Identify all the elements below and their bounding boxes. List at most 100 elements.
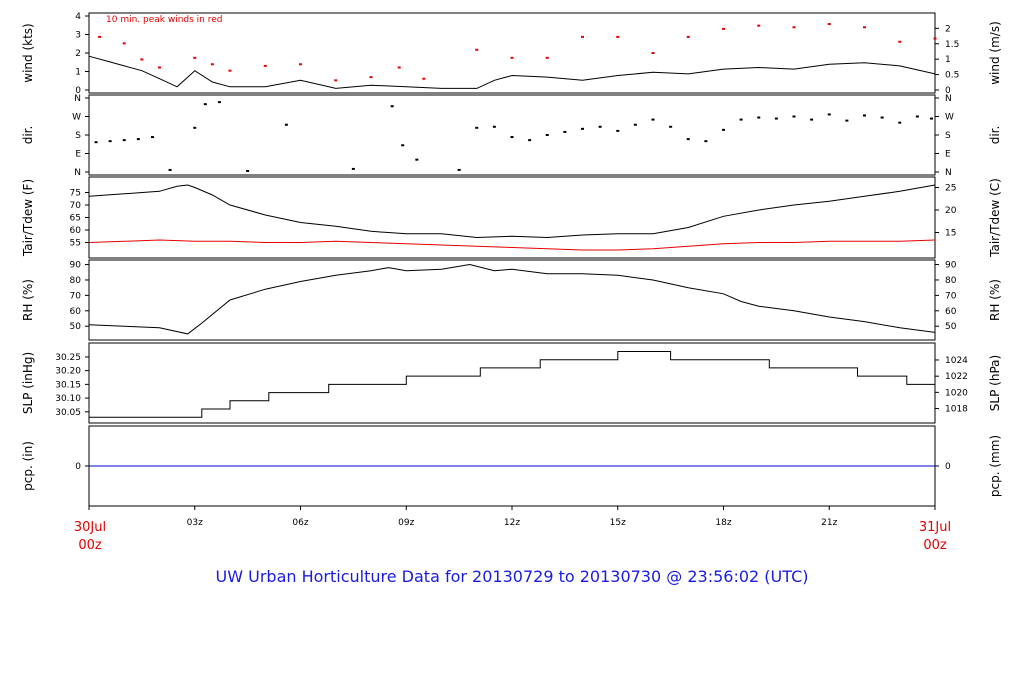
series-line-slp — [89, 351, 935, 418]
peak-wind-point — [722, 27, 725, 30]
right-tick-label: 1018 — [945, 405, 968, 415]
left-axis-title: dir. — [21, 126, 35, 145]
x-tick-label: 12z — [504, 518, 520, 528]
left-tick-label: 0 — [75, 86, 81, 96]
dir-point — [651, 118, 655, 121]
peak-wind-point — [334, 79, 338, 82]
right-axis-title: RH (%) — [988, 279, 1002, 321]
dir-point — [193, 126, 197, 129]
peak-wind-point — [369, 76, 373, 79]
dir-point — [704, 140, 708, 143]
left-tick-label: 80 — [70, 276, 82, 286]
peak-wind-point — [228, 69, 232, 72]
dir-point — [792, 115, 796, 118]
peak-wind-point — [140, 58, 144, 61]
left-axis-title: wind (kts) — [21, 23, 35, 82]
left-axis-title: RH (%) — [21, 279, 35, 321]
left-tick-label: W — [72, 113, 81, 123]
dir-point — [390, 105, 394, 108]
right-tick-label: 1022 — [945, 372, 968, 382]
dir-point — [401, 144, 405, 147]
left-axis-title: SLP (inHg) — [21, 352, 35, 414]
right-axis-title: SLP (hPa) — [988, 355, 1002, 411]
dir-point — [845, 119, 849, 122]
left-tick-label: 3 — [75, 31, 81, 41]
right-tick-label: 25 — [945, 184, 956, 194]
left-tick-label: 90 — [70, 261, 82, 271]
left-tick-label: 30.20 — [55, 367, 81, 377]
right-tick-label: E — [945, 150, 951, 160]
dir-point — [284, 123, 288, 126]
peak-wind-point — [210, 63, 214, 66]
left-tick-label: 30.05 — [55, 408, 81, 418]
peak-wind-point — [863, 26, 866, 29]
dir-point — [122, 139, 126, 142]
left-tick-label: 30.15 — [55, 380, 81, 390]
footer-title: UW Urban Horticulture Data for 20130729 … — [216, 567, 809, 586]
series-line-tair — [88, 184, 936, 239]
peak-wind-point — [299, 63, 302, 66]
peak-wind-point — [898, 40, 902, 43]
peak-wind-point — [792, 26, 796, 29]
dir-point — [475, 126, 479, 129]
left-tick-label: 2 — [75, 49, 81, 59]
left-axis-title: Tair/Tdew (F) — [21, 179, 35, 257]
peak-wind-point — [933, 37, 937, 40]
dir-point — [739, 118, 743, 121]
right-tick-label: 1024 — [945, 356, 968, 366]
right-tick-label: 20 — [945, 206, 957, 216]
dir-point — [810, 118, 814, 121]
dir-point — [827, 113, 831, 116]
right-tick-label: 15 — [945, 229, 956, 239]
panel-frame-dir — [88, 94, 936, 176]
right-tick-label: 0.5 — [945, 71, 959, 81]
dir-point — [669, 125, 673, 128]
dir-point — [528, 139, 532, 142]
panel-frame-slp — [88, 342, 936, 424]
dir-point — [616, 129, 620, 132]
right-tick-label: 50 — [945, 322, 957, 332]
dir-point — [168, 168, 172, 171]
dir-point — [203, 103, 207, 106]
peak-wind-point — [545, 56, 549, 59]
panel-frame-temp — [88, 176, 936, 259]
peak-wind-point — [397, 66, 401, 69]
peak-wind-point — [263, 64, 267, 67]
start-time-label: 00z — [78, 538, 102, 553]
peak-wind-point — [158, 66, 161, 69]
left-tick-label: 65 — [70, 214, 81, 224]
peak-wind-point — [651, 52, 655, 54]
series-line-tdew — [88, 239, 936, 251]
peak-winds-note: 10 min. peak winds in red — [106, 15, 223, 25]
dir-point — [722, 128, 725, 131]
panel-frame-rh — [88, 259, 936, 341]
right-axis-title: Tair/Tdew (C) — [988, 178, 1002, 258]
left-tick-label: E — [75, 150, 81, 160]
dir-point — [108, 140, 112, 143]
x-tick-label: 21z — [821, 518, 837, 528]
peak-wind-point — [475, 48, 479, 51]
x-tick-label: 18z — [715, 518, 731, 528]
right-tick-label: 80 — [945, 276, 957, 286]
right-axis-title: wind (m/s) — [988, 21, 1002, 85]
dir-point — [898, 121, 902, 124]
dir-point — [757, 116, 761, 119]
end-time-label: 00z — [923, 538, 947, 553]
dir-point — [492, 125, 496, 128]
left-tick-label: N — [74, 168, 81, 178]
dir-point — [686, 138, 690, 141]
right-tick-label: N — [945, 168, 952, 178]
start-date-label: 30Jul — [74, 520, 106, 535]
dir-point — [136, 138, 140, 141]
dir-point — [929, 117, 933, 120]
left-tick-label: N — [74, 94, 81, 104]
dir-point — [545, 134, 549, 136]
left-tick-label: 30.25 — [55, 353, 81, 363]
left-axis-title: pcp. (in) — [21, 441, 35, 491]
dir-point — [246, 169, 250, 172]
right-tick-label: 1020 — [945, 388, 968, 398]
left-tick-label: 60 — [70, 226, 82, 236]
right-tick-label: 60 — [945, 307, 957, 317]
dir-point — [880, 116, 884, 119]
dir-point — [563, 130, 567, 133]
